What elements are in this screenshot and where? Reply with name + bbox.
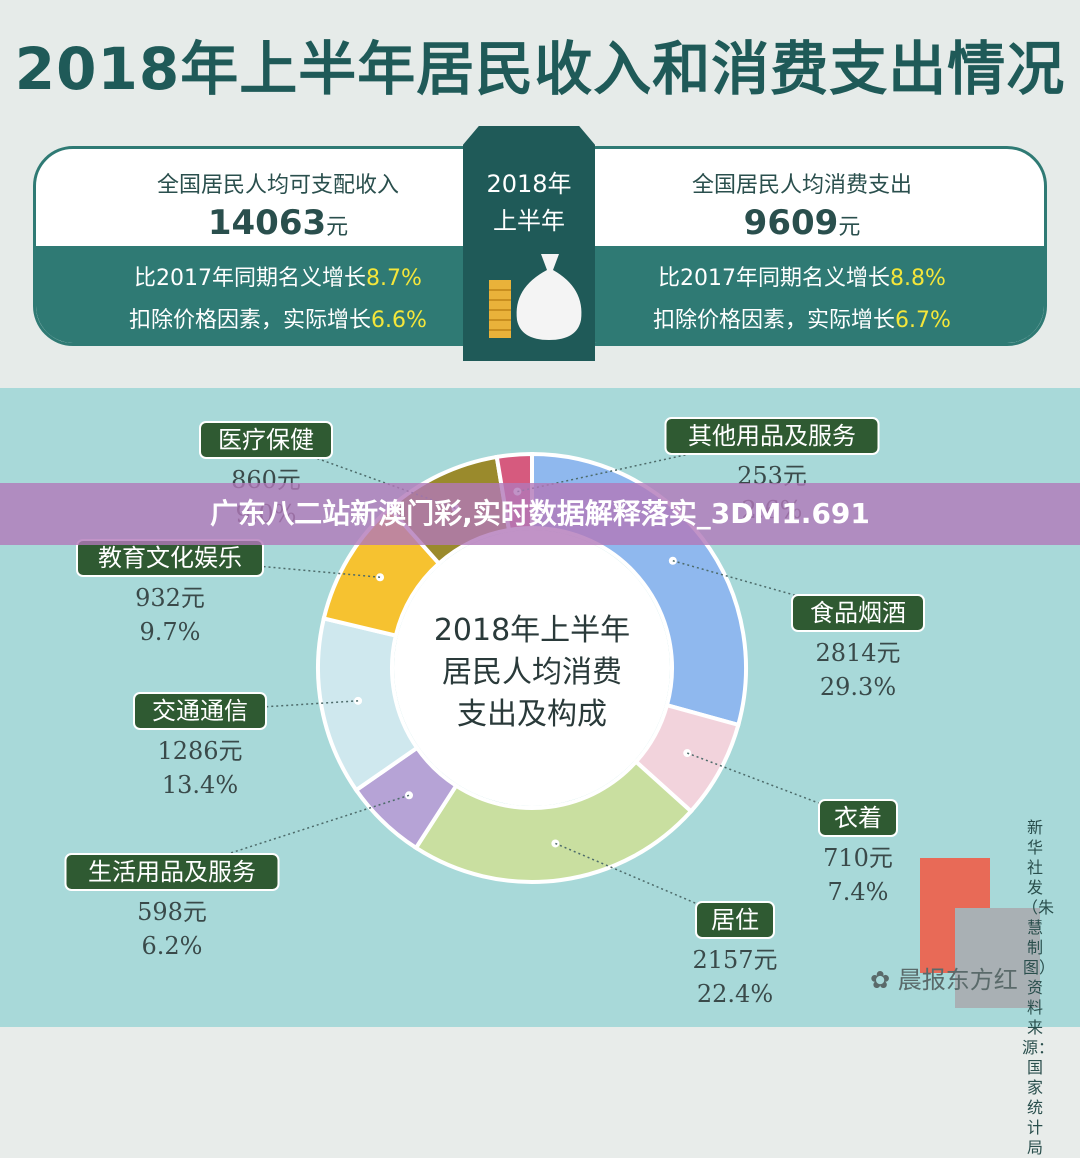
value-label: 598元 [137,898,207,926]
source-credit: 新华社发（朱慧制图）资料来源：国家统计局 [1022,818,1055,1157]
income-card: 全国居民人均可支配收入 14063元 比2017年同期名义增长8.7% 扣除价格… [33,146,523,346]
summary-section: 2018年上半年居民收入和消费支出情况 全国居民人均可支配收入 14063元 比… [0,0,1080,390]
category-tag [791,594,925,632]
leader-line [265,439,456,510]
page-title: 2018年上半年居民收入和消费支出情况 [14,35,1066,103]
category-name: 交通通信 [152,697,248,725]
period-badge: 2018年 上半年 [463,126,595,361]
category-tag [695,901,775,939]
category-tag [199,421,333,459]
category-name: 生活用品及服务 [88,858,256,886]
income-label: 全国居民人均可支配收入 [156,173,399,198]
category-tag [664,417,880,455]
wechat-icon: ✿ [870,966,898,994]
slice-callout: 交通通信 1286元 13.4% [133,692,267,799]
slice-callout: 教育文化娱乐 932元 9.7% [76,539,264,646]
center-label-line: 2018年上半年 [434,613,630,648]
slice-callout: 衣着 710元 7.4% [818,799,898,906]
category-name: 居住 [711,906,759,934]
category-tag [133,692,267,730]
percent-label: 7.4% [828,878,889,906]
value-label: 710元 [823,844,893,872]
consumption-value: 9609元 [743,203,861,243]
donut-center [394,530,670,806]
slice-callout: 生活用品及服务 598元 6.2% [64,853,280,960]
category-name: 食品烟酒 [810,599,906,627]
percent-label: 29.3% [820,673,896,701]
consumption-card: 全国居民人均消费支出 9609元 比2017年同期名义增长8.8% 扣除价格因素… [557,146,1047,346]
category-name: 衣着 [834,804,882,832]
percent-label: 6.2% [142,932,203,960]
category-name: 教育文化娱乐 [98,544,242,572]
leader-line [686,752,859,819]
percent-label: 9.7% [140,618,201,646]
income-nominal-growth: 比2017年同期名义增长8.7% [134,266,422,291]
income-value: 14063元 [207,203,349,243]
value-label: 2814元 [815,639,900,667]
category-name: 医疗保健 [218,426,314,454]
consumption-real-growth: 扣除价格因素，实际增长6.7% [653,308,951,333]
consumption-nominal-growth: 比2017年同期名义增长8.8% [658,266,946,291]
leader-line [517,435,773,493]
slice-callout: 居住 2157元 22.4% [692,901,778,1008]
value-label: 2157元 [692,946,777,974]
category-tag [818,799,898,837]
money-bag-icon [489,254,582,340]
category-tag [64,853,280,891]
leader-line [171,794,410,873]
value-label: 1286元 [157,737,242,765]
value-label: 932元 [135,584,205,612]
leader-line [199,700,359,712]
consumption-label: 全国居民人均消费支出 [691,173,912,198]
center-label-line: 支出及构成 [457,697,607,732]
center-label-line: 居民人均消费 [442,655,622,690]
shopping-bag-icon [955,908,1040,1008]
percent-label: 13.4% [162,771,238,799]
income-real-growth: 扣除价格因素，实际增长6.6% [129,308,427,333]
wechat-account: ✿ 晨报东方红 [870,966,1018,994]
category-name: 其他用品及服务 [688,422,856,450]
watermark-banner: 广东八二站新澳门彩,实时数据解释落实_3DM1.691 [0,483,1080,545]
percent-label: 22.4% [697,980,773,1008]
slice-callout: 食品烟酒 2814元 29.3% [791,594,925,701]
